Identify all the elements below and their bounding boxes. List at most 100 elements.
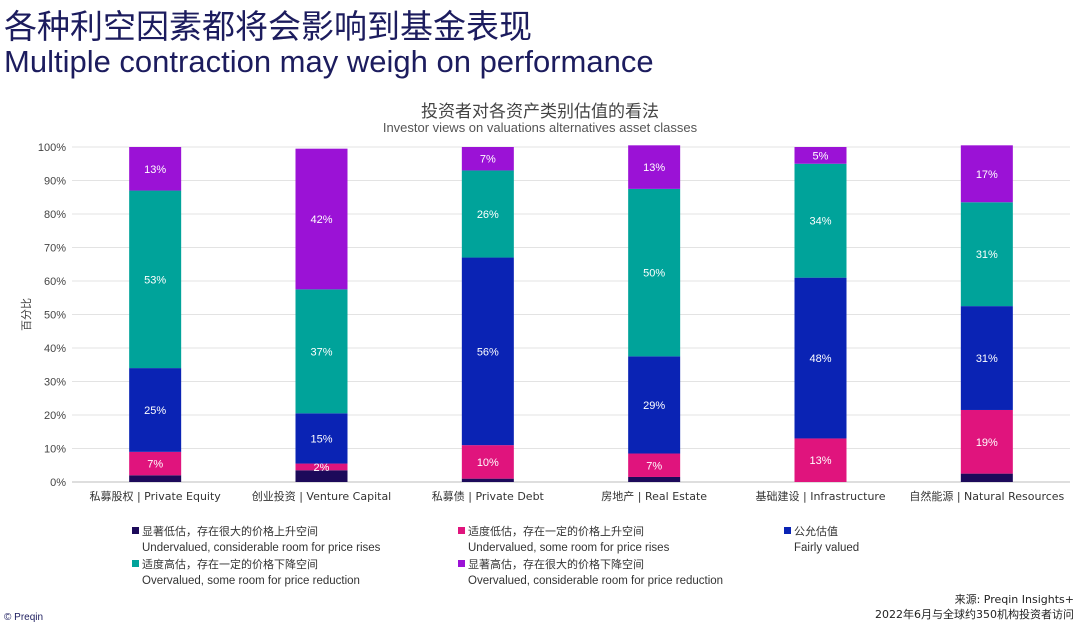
data-label: 26% [477, 209, 499, 221]
data-label: 19% [976, 437, 998, 449]
data-label: 13% [144, 164, 166, 176]
bar-segment [461, 445, 514, 479]
data-label: 29% [643, 400, 665, 412]
bar-segment [960, 306, 1013, 410]
data-label: 15% [310, 433, 332, 445]
data-label: 53% [144, 274, 166, 286]
y-tick-label: 20% [44, 410, 66, 422]
bar-segment [794, 163, 847, 278]
bar-segment [295, 413, 348, 464]
bar-segment [960, 145, 1013, 203]
data-label: 25% [144, 405, 166, 417]
data-label: 13% [809, 455, 831, 467]
data-label: 7% [646, 460, 662, 472]
source-note: 来源: Preqin Insights+ 2022年6月与全球约350机构投资者… [875, 592, 1074, 622]
bar-segment [129, 451, 182, 476]
legend-label-en: Undervalued, some room for price rises [468, 542, 670, 554]
legend-label-en: Overvalued, some room for price reductio… [142, 575, 360, 587]
bar-segment [628, 145, 681, 189]
y-tick-label: 90% [44, 176, 66, 188]
legend-label-zh: 适度高估，存在一定的价格下降空间 [142, 558, 318, 571]
y-tick-label: 80% [44, 209, 66, 221]
bar-segment [295, 148, 348, 290]
x-tick-label: 私募债 | Private Debt [432, 489, 545, 503]
y-axis-label: 百分比 [20, 298, 33, 331]
x-tick-label: 私募股权 | Private Equity [89, 490, 221, 503]
x-tick-label: 自然能源 | Natural Resources [909, 489, 1064, 503]
legend-swatch [784, 527, 791, 534]
bar-segment [960, 473, 1013, 482]
legend-swatch [458, 527, 465, 534]
data-label: 42% [310, 214, 332, 226]
y-tick-label: 0% [50, 477, 66, 489]
x-tick-label: 基础建设 | Infrastructure [756, 489, 886, 503]
data-label: 56% [477, 346, 499, 358]
legend-label-zh: 公允估值 [794, 525, 838, 538]
bar-segment [461, 170, 514, 258]
y-tick-label: 10% [44, 444, 66, 456]
source-line-2: 2022年6月与全球约350机构投资者访问 [875, 608, 1074, 621]
y-tick-label: 50% [44, 310, 66, 322]
page-title: 各种利空因素都将会影响到基金表现 [4, 7, 532, 46]
data-label: 31% [976, 249, 998, 261]
data-label: 50% [643, 268, 665, 280]
data-label: 37% [310, 346, 332, 358]
bar-segment [628, 188, 681, 357]
y-tick-label: 40% [44, 343, 66, 355]
bar-segment [129, 190, 182, 369]
data-label: 5% [813, 150, 829, 162]
bar-segment [461, 147, 514, 171]
y-tick-label: 60% [44, 276, 66, 288]
legend-item-fairly-valued: 公允估值 Fairly valued [784, 524, 859, 556]
bar-segment [129, 147, 182, 191]
legend-label-en: Fairly valued [794, 542, 860, 554]
data-label: 31% [976, 353, 998, 365]
legend-swatch [458, 560, 465, 567]
data-label: 13% [643, 162, 665, 174]
bar-segment [960, 202, 1013, 307]
data-label: 7% [147, 459, 163, 471]
bar-segment [461, 257, 514, 446]
data-label: 2% [314, 462, 330, 474]
bar-segment [295, 289, 348, 414]
x-tick-label: 房地产 | Real Estate [601, 489, 707, 503]
chart-subtitle: Investor views on valuations alternative… [382, 120, 698, 135]
bar-segment [794, 147, 847, 164]
bar-segment [461, 478, 514, 482]
bar-segment [628, 356, 681, 454]
brand-copyright: © Preqin [4, 612, 44, 623]
legend-swatch [132, 527, 139, 534]
page-subtitle: Multiple contraction may weigh on perfor… [4, 44, 654, 79]
bar-segment [628, 453, 681, 477]
legend-item-undervalued-some: 适度低估，存在一定的价格上升空间 Undervalued, some room … [458, 524, 669, 556]
data-label: 34% [809, 216, 831, 228]
y-tick-label: 70% [44, 243, 66, 255]
bar-segment [794, 438, 847, 482]
bar-segment [129, 475, 182, 482]
x-tick-label: 创业投资 | Venture Capital [252, 489, 392, 503]
source-line-1: 来源: Preqin Insights+ [954, 593, 1074, 606]
legend-item-undervalued-considerable: 显著低估，存在很大的价格上升空间 Undervalued, considerab… [132, 524, 380, 556]
legend-label-en: Undervalued, considerable room for price… [142, 542, 381, 554]
legend-swatch [132, 560, 139, 567]
data-label: 48% [809, 353, 831, 365]
legend-label-zh: 显著低估，存在很大的价格上升空间 [142, 525, 318, 538]
data-label: 10% [477, 457, 499, 469]
y-tick-label: 100% [38, 142, 66, 154]
legend-item-overvalued-considerable: 显著高估，存在很大的价格下降空间 Overvalued, considerabl… [458, 557, 723, 589]
stacked-bar-chart: 0% 10% 20% 30% 40% 50% 60% 70% 80% 90% 100% 百分比 7% 25… [20, 142, 1070, 503]
bar-segment [960, 409, 1013, 474]
chart-title: 投资者对各资产类别估值的看法 [421, 102, 659, 122]
data-label: 7% [480, 154, 496, 166]
legend-label-zh: 适度低估，存在一定的价格上升空间 [468, 525, 644, 538]
legend-label-en: Overvalued, considerable room for price … [468, 575, 724, 587]
legend-label-zh: 显著高估，存在很大的价格下降空间 [468, 558, 644, 571]
y-tick-label: 30% [44, 377, 66, 389]
bar-segment [295, 470, 348, 482]
bar-segment [628, 476, 681, 482]
bar-segment [295, 463, 348, 471]
data-label: 17% [976, 169, 998, 181]
legend-item-overvalued-some: 适度高估，存在一定的价格下降空间 Overvalued, some room f… [132, 557, 360, 589]
bar-segment [129, 368, 182, 452]
bar-segment [794, 277, 847, 439]
